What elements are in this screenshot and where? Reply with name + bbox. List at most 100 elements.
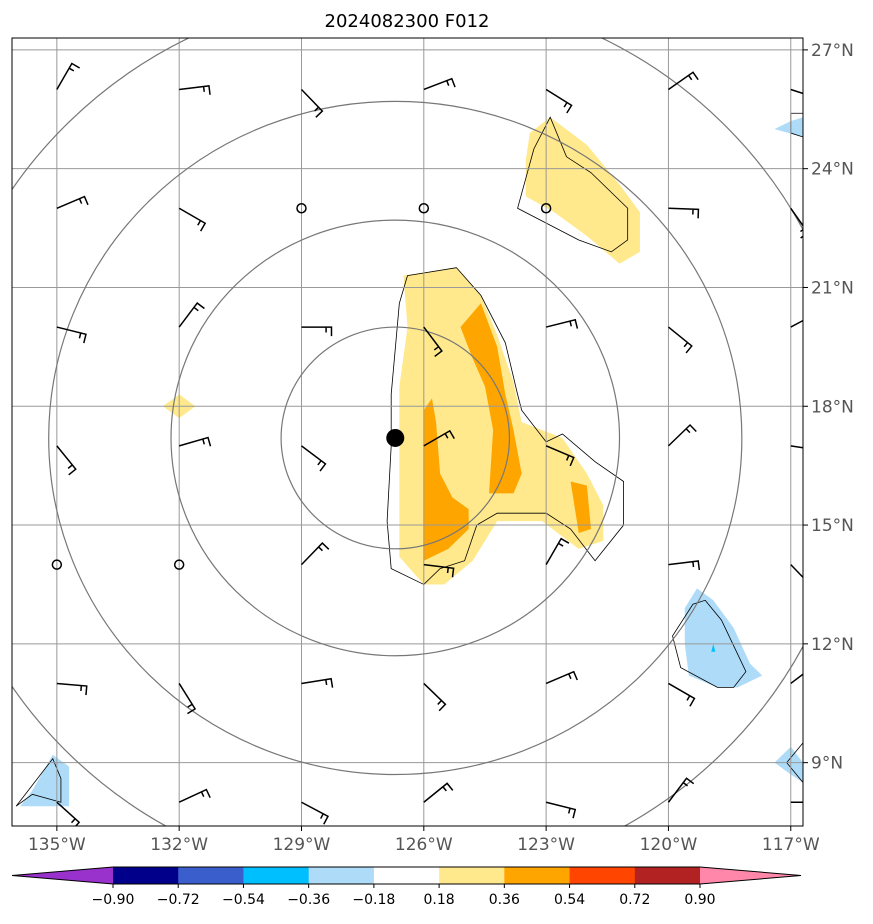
colorbar-segment (439, 867, 505, 884)
colorbar-segment (113, 867, 179, 884)
lon-tick-label: 123°W (517, 835, 575, 855)
lon-tick-label: 135°W (28, 835, 86, 855)
wind-barb (178, 683, 197, 715)
colorbar-tick-label: −0.72 (157, 892, 200, 908)
calm-wind-marker (51, 559, 63, 570)
wind-barb (300, 542, 330, 566)
wind-barb (178, 436, 212, 447)
colorbar-tick-label: −0.36 (287, 892, 330, 908)
storm-center-marker (386, 428, 405, 447)
contour-line (15, 757, 62, 807)
wind-barb (423, 77, 456, 91)
colorbar-segment (243, 867, 310, 884)
chart-title: 2024082300 F012 (325, 11, 490, 32)
colorbar-tick-label: −0.90 (92, 892, 135, 908)
wind-barb (56, 445, 77, 476)
wind-barb (667, 423, 697, 447)
range-ring (48, 100, 743, 776)
lon-tick-label: 132°W (150, 835, 208, 855)
lat-tick-label: 24°N (811, 160, 854, 180)
wind-barb (668, 71, 699, 91)
wind-barb (667, 777, 695, 803)
shaded-region (460, 303, 522, 494)
wind-barb (790, 445, 803, 449)
lat-tick-label: 12°N (811, 635, 854, 655)
colorbar-segment (308, 867, 375, 884)
wind-barb (178, 788, 211, 803)
colorbar-tick-label: −0.18 (352, 892, 395, 908)
wind-barb (667, 326, 693, 354)
calm-wind-marker (173, 559, 185, 570)
lon-tick-label: 120°W (640, 835, 698, 855)
contour-line (517, 116, 629, 253)
lat-tick-label: 15°N (811, 516, 854, 536)
wind-barb (790, 319, 803, 328)
shaded-region (525, 117, 640, 264)
colorbar-tick-label: 0.72 (619, 892, 650, 908)
wind-barb (790, 88, 803, 95)
wind-barb (790, 801, 803, 803)
colorbar-extend-low (12, 867, 113, 884)
wind-barb (790, 673, 803, 685)
range-ring (280, 326, 511, 550)
wind-barb (178, 207, 207, 232)
wind-barb (423, 782, 454, 803)
contour-line (386, 267, 624, 585)
calm-wind-marker (540, 203, 552, 214)
colorbar-extend-high (700, 867, 801, 884)
lon-tick-label: 129°W (273, 835, 331, 855)
contour-line (786, 742, 803, 784)
colorbar-segment (569, 867, 636, 884)
shaded-region (570, 481, 591, 533)
wind-barb (423, 563, 455, 578)
wind-barb (179, 84, 211, 95)
shaded-region (774, 117, 803, 137)
wind-barb (301, 677, 334, 688)
lat-tick-label: 18°N (811, 397, 854, 417)
colorbar: −0.90 −0.72 −0.54 −0.36 −0.18 0.18 0.36 0.54 0.7… (11, 866, 802, 908)
wind-barb (56, 195, 89, 209)
colorbar-tick-label: 0.18 (424, 892, 455, 908)
wind-barb (668, 560, 701, 571)
wind-barb (56, 682, 88, 696)
colorbar-segment (373, 867, 440, 884)
calm-wind-marker (296, 203, 307, 214)
wind-barb (668, 207, 700, 219)
wind-barb (545, 537, 570, 566)
colorbar-segment (504, 867, 571, 884)
lon-tick-label: 117°W (762, 835, 820, 855)
lat-tick-label: 21°N (811, 278, 854, 298)
colorbar-tick-label: 0.54 (554, 892, 585, 908)
shaded-region (711, 643, 716, 652)
wind-barb (178, 302, 205, 328)
map-area (12, 38, 803, 826)
contour-line (672, 599, 747, 688)
wind-barb (301, 445, 327, 472)
wind-barb (668, 682, 696, 707)
wind-barb (301, 801, 329, 825)
wind-barb (545, 88, 573, 114)
wind-barb (545, 670, 578, 685)
lat-tick-label: 9°N (811, 754, 843, 774)
colorbar-tick-label: 0.90 (684, 892, 715, 908)
colorbar-segment (178, 867, 244, 884)
wind-barb (545, 318, 579, 329)
wind-barb (56, 801, 81, 826)
map-axes: 135°W 132°W 129°W 126°W 123°W 120°W 117°W 9°N 12… (28, 41, 854, 855)
wind-barb (545, 801, 577, 819)
wind-barb (423, 326, 443, 358)
range-ring (170, 219, 621, 657)
wind-barb (56, 326, 87, 344)
wind-barb (300, 88, 324, 118)
colorbar-segment (634, 867, 701, 884)
wind-barb (545, 445, 575, 467)
wind-barb (423, 429, 455, 447)
calm-wind-marker (418, 203, 430, 214)
lon-tick-label: 126°W (395, 835, 453, 855)
map-frame (11, 37, 804, 827)
wind-barb (790, 564, 803, 579)
lat-tick-label: 27°N (811, 41, 854, 61)
colorbar-tick-label: −0.54 (222, 892, 265, 908)
wind-barb (56, 62, 81, 90)
